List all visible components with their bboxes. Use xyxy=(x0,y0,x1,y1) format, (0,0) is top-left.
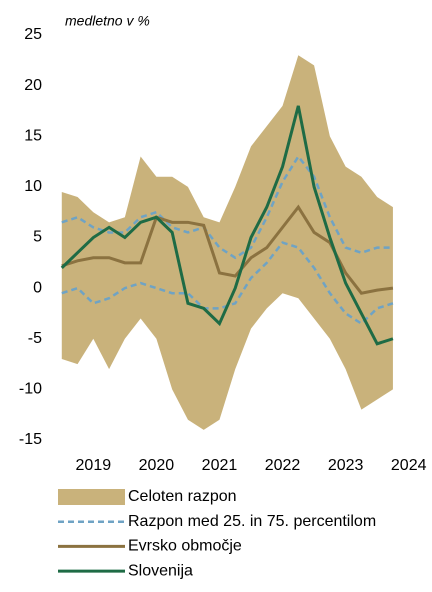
y-tick-label: -15 xyxy=(19,431,42,448)
x-tick-label: 2023 xyxy=(328,457,364,474)
x-tick-label: 2022 xyxy=(265,457,301,474)
legend-label: Razpon med 25. in 75. percentilom xyxy=(128,513,376,530)
y-tick-label: -10 xyxy=(19,381,42,398)
legend-label: Celoten razpon xyxy=(128,488,237,505)
y-tick-label: 10 xyxy=(24,178,42,195)
x-tick-label: 2020 xyxy=(139,457,175,474)
legend-swatch xyxy=(58,489,125,505)
percentile-line xyxy=(61,154,393,260)
x-tick-label: 2021 xyxy=(202,457,238,474)
chart-subtitle: medletno v % xyxy=(65,13,150,29)
series-line xyxy=(60,105,394,346)
y-tick-label: 5 xyxy=(33,229,42,246)
legend-label: Evrsko območje xyxy=(128,538,242,555)
y-tick-label: 15 xyxy=(24,127,42,144)
y-tick-label: 25 xyxy=(24,26,42,43)
y-tick-label: -5 xyxy=(28,330,42,347)
y-tick-label: 0 xyxy=(33,279,42,296)
range-area xyxy=(61,55,393,430)
legend-label: Slovenija xyxy=(128,562,193,579)
x-tick-label: 2024 xyxy=(391,457,427,474)
y-tick-label: 20 xyxy=(24,77,42,94)
x-tick-label: 2019 xyxy=(76,457,112,474)
